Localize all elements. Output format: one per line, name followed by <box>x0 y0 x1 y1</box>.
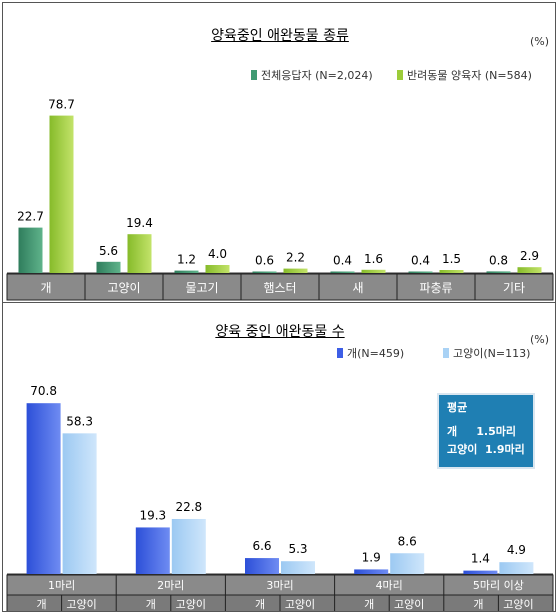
category-label: 3마리 <box>266 579 293 592</box>
legend-label: 고양이(N=113) <box>453 347 530 360</box>
subcategory-label: 개 <box>37 598 47 611</box>
data-label: 19.4 <box>126 216 153 230</box>
bar <box>439 270 464 273</box>
data-label: 2.2 <box>286 251 305 265</box>
data-label: 5.3 <box>288 542 307 556</box>
category-label: 물고기 <box>185 281 218 295</box>
bar <box>18 227 43 273</box>
bar <box>96 261 121 273</box>
data-label: 8.6 <box>398 534 417 548</box>
legend-swatch <box>443 348 449 358</box>
unit-label: (%) <box>529 35 549 48</box>
bar <box>171 518 206 574</box>
legend-swatch <box>397 70 403 80</box>
pet-type-chart-panel: 양육중인 애완동물 종류 (%) 개 22.7 78.7 고양이 5.6 19.4 물고기 1… <box>3 3 557 303</box>
bar <box>463 570 498 574</box>
category-label: 1마리 <box>48 579 75 592</box>
bar <box>281 561 315 574</box>
data-label: 5.6 <box>99 244 118 258</box>
data-label: 22.8 <box>175 500 202 514</box>
bar <box>49 115 74 273</box>
data-label: 1.2 <box>177 253 196 267</box>
subcategory-label: 개 <box>473 598 483 611</box>
average-line-dog: 개 1.5마리 <box>447 425 516 438</box>
data-label: 1.6 <box>364 252 383 266</box>
bar <box>517 267 542 273</box>
bar <box>330 271 355 273</box>
pet-count-chart-panel: 양육 중인 애완동물 수 (%) 1마리 개 고양이 70.8 58.3 2마리 개 고양이 1… <box>3 305 557 613</box>
legend-label: 전체응답자 (N=2,024) <box>261 69 373 82</box>
data-label: 1.5 <box>442 252 461 266</box>
chart-title: 양육 중인 애완동물 수 <box>215 324 345 340</box>
data-label: 0.4 <box>411 254 430 268</box>
category-label: 5마리 이상 <box>473 579 524 592</box>
average-line-cat: 고양이 1.9마리 <box>447 443 525 456</box>
bar <box>127 234 152 273</box>
category-label: 고양이 <box>107 281 140 295</box>
bar <box>361 269 386 273</box>
bar <box>174 270 199 273</box>
data-label: 1.9 <box>362 550 381 564</box>
bar <box>390 553 425 574</box>
unit-label: (%) <box>529 333 549 346</box>
average-box: 평균 개 1.5마리 고양이 1.9마리 <box>437 393 535 469</box>
bar <box>408 271 433 273</box>
category-label: 새 <box>352 281 363 295</box>
bar <box>283 268 308 273</box>
category-label: 파충류 <box>419 281 452 295</box>
subcategory-label: 고양이 <box>394 598 424 611</box>
legend-swatch <box>337 348 343 358</box>
subcategory-label: 개 <box>364 598 374 611</box>
legend-swatch <box>251 70 257 80</box>
data-label: 1.4 <box>471 552 490 566</box>
legend-label: 개(N=459) <box>347 347 404 360</box>
data-label: 22.7 <box>17 210 44 224</box>
subcategory-label: 고양이 <box>66 598 96 611</box>
legend-label: 반려동물 양육자 (N=584) <box>407 69 532 82</box>
subcategory-label: 고양이 <box>285 598 315 611</box>
category-label: 개 <box>40 281 51 295</box>
data-label: 2.9 <box>520 249 539 263</box>
bar <box>252 271 277 273</box>
data-label: 0.6 <box>255 254 274 268</box>
bar <box>135 527 170 574</box>
data-label: 6.6 <box>252 539 271 553</box>
data-label: 78.7 <box>48 98 75 112</box>
data-label: 0.4 <box>333 254 352 268</box>
category-label: 4마리 <box>376 579 403 592</box>
bar <box>26 403 61 574</box>
data-label: 70.8 <box>30 384 57 398</box>
subcategory-label: 개 <box>146 598 156 611</box>
data-label: 58.3 <box>66 414 93 428</box>
data-label: 4.0 <box>208 247 227 261</box>
bar <box>486 271 511 273</box>
bar <box>62 433 97 574</box>
subcategory-label: 고양이 <box>176 598 206 611</box>
subcategory-label: 개 <box>255 598 265 611</box>
bar <box>354 569 389 574</box>
data-label: 19.3 <box>139 508 166 522</box>
bar <box>205 265 230 273</box>
bar <box>499 562 534 574</box>
data-label: 4.9 <box>507 543 526 557</box>
data-label: 0.8 <box>489 253 508 267</box>
subcategory-label: 고양이 <box>503 598 533 611</box>
category-band <box>6 273 554 301</box>
panel-divider <box>3 302 555 303</box>
average-heading: 평균 <box>447 401 468 414</box>
category-label: 햄스터 <box>263 281 296 295</box>
bar <box>245 558 279 574</box>
chart-title: 양육중인 애완동물 종류 <box>211 28 349 44</box>
category-label: 2마리 <box>157 579 184 592</box>
category-label: 기타 <box>503 281 525 295</box>
